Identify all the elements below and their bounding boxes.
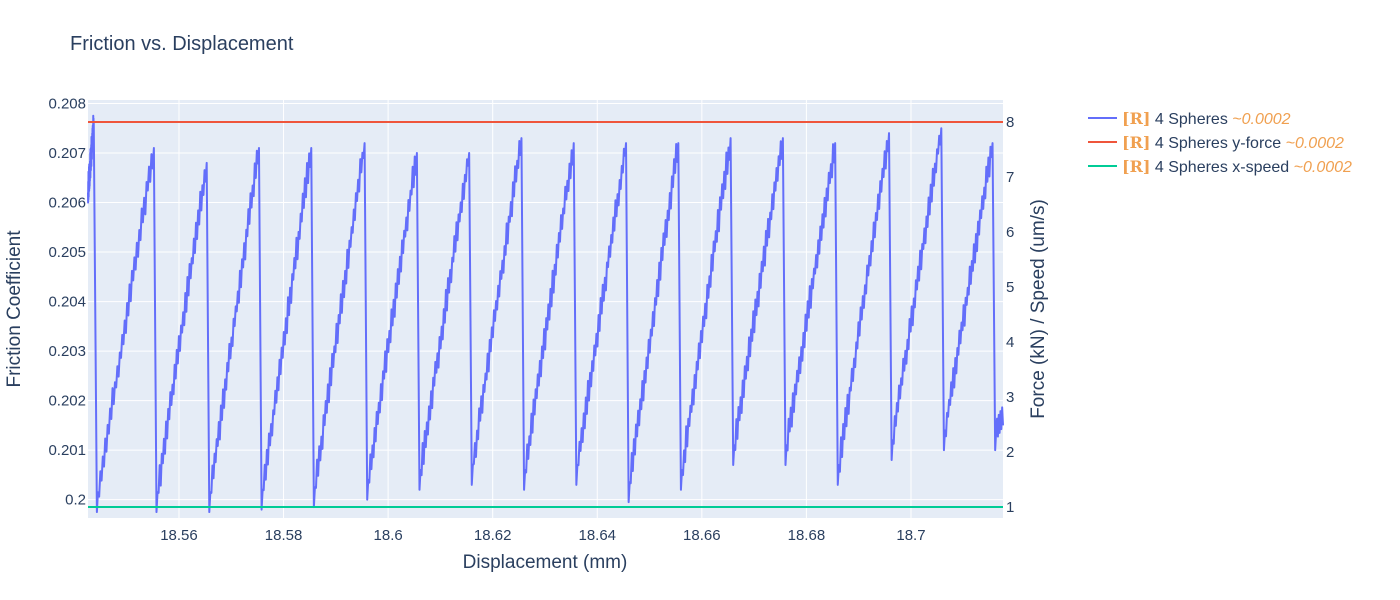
legend-item[interactable]: [R] 4 Spheres ~0.0002 (1088, 109, 1291, 128)
y2-tick-label: 2 (1006, 444, 1014, 461)
y-tick-label: 0.208 (48, 95, 86, 112)
x-tick-label: 18.58 (265, 527, 303, 544)
y-tick-label: 0.204 (48, 294, 86, 311)
legend-item[interactable]: [R] 4 Spheres y-force ~0.0002 (1088, 133, 1344, 152)
plot-area[interactable] (88, 100, 1003, 518)
y-tick-label: 0.207 (48, 145, 86, 162)
legend-label: [R] 4 Spheres x-speed ~0.0002 (1122, 157, 1352, 176)
y-axis-title: Friction Coefficient (4, 230, 25, 388)
chart-title: Friction vs. Displacement (70, 33, 294, 55)
legend-item[interactable]: [R] 4 Spheres x-speed ~0.0002 (1088, 157, 1352, 176)
legend-label: [R] 4 Spheres ~0.0002 (1122, 109, 1291, 128)
legend[interactable]: [R] 4 Spheres ~0.0002 [R] 4 Spheres y-for… (1088, 109, 1352, 176)
y2-tick-label: 1 (1006, 499, 1014, 516)
y2-tick-label: 3 (1006, 389, 1014, 406)
series-layer (87, 114, 1004, 514)
x-tick-label: 18.62 (474, 527, 512, 544)
x-tick-label: 18.7 (896, 527, 925, 544)
y-tick-label: 0.202 (48, 393, 86, 410)
grid (88, 100, 1003, 518)
series-line-friction[interactable] (87, 114, 1004, 514)
y-tick-label: 0.203 (48, 343, 86, 360)
x-tick-label: 18.64 (578, 527, 616, 544)
x-tick-label: 18.6 (374, 527, 403, 544)
y2-tick-label: 7 (1006, 169, 1014, 186)
legend-label: [R] 4 Spheres y-force ~0.0002 (1122, 133, 1344, 152)
ticks: 18.56 18.58 18.6 18.62 18.64 18.66 18.68 18.7 0.… (48, 95, 1014, 544)
y2-tick-label: 4 (1006, 334, 1014, 351)
x-tick-label: 18.56 (160, 527, 198, 544)
x-axis-title: Displacement (mm) (463, 552, 628, 573)
y2-tick-label: 5 (1006, 279, 1014, 296)
y-tick-label: 0.206 (48, 195, 86, 212)
y-tick-label: 0.2 (65, 492, 86, 509)
y-tick-label: 0.205 (48, 244, 86, 261)
y-tick-label: 0.201 (48, 442, 86, 459)
y2-tick-label: 8 (1006, 114, 1014, 131)
y2-tick-label: 6 (1006, 224, 1014, 241)
y2-axis-title: Force (kN) / Speed (um/s) (1028, 199, 1049, 419)
x-tick-label: 18.66 (683, 527, 721, 544)
x-tick-label: 18.68 (788, 527, 826, 544)
